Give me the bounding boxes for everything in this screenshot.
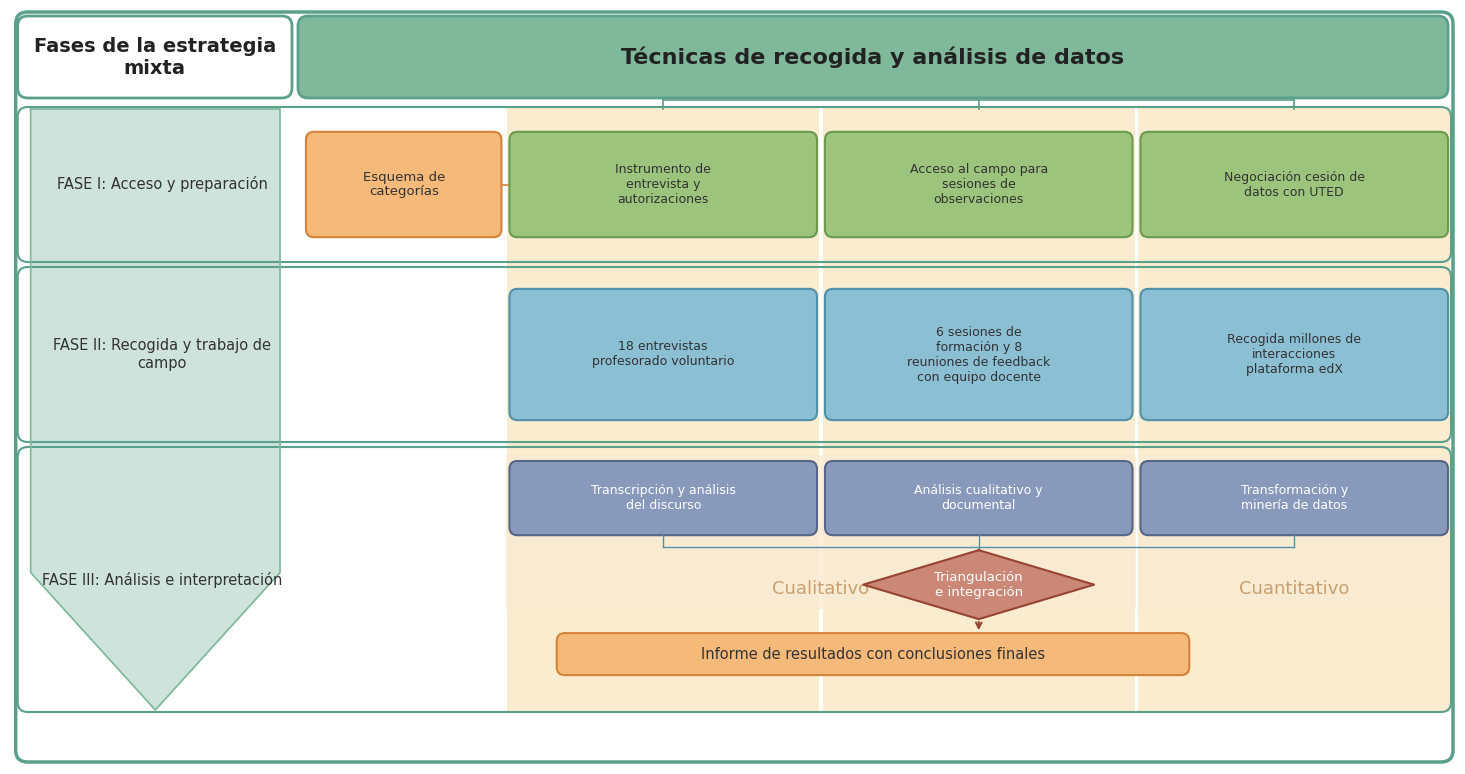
Polygon shape: [31, 109, 280, 710]
Bar: [507, 455, 1135, 608]
Bar: [507, 107, 819, 712]
Text: Cualitativo: Cualitativo: [772, 580, 870, 598]
FancyBboxPatch shape: [510, 289, 817, 420]
FancyBboxPatch shape: [510, 461, 817, 535]
FancyBboxPatch shape: [825, 132, 1132, 237]
Text: Triangulación
e integración: Triangulación e integración: [935, 570, 1023, 598]
Text: Esquema de
categorías: Esquema de categorías: [362, 170, 445, 198]
Text: Acceso al campo para
sesiones de
observaciones: Acceso al campo para sesiones de observa…: [910, 163, 1047, 206]
FancyBboxPatch shape: [1140, 289, 1447, 420]
FancyBboxPatch shape: [510, 132, 817, 237]
Text: Instrumento de
entrevista y
autorizaciones: Instrumento de entrevista y autorizacion…: [615, 163, 711, 206]
Text: FASE III: Análisis e interpretación: FASE III: Análisis e interpretación: [42, 571, 283, 587]
FancyBboxPatch shape: [297, 16, 1447, 98]
Text: Fases de la estrategia
mixta: Fases de la estrategia mixta: [34, 36, 275, 77]
Text: Negociación cesión de
datos con UTED: Negociación cesión de datos con UTED: [1223, 170, 1365, 198]
FancyBboxPatch shape: [16, 12, 1453, 762]
Text: Recogida millones de
interacciones
plataforma edX: Recogida millones de interacciones plata…: [1228, 333, 1361, 376]
Text: Análisis cualitativo y
documental: Análisis cualitativo y documental: [914, 484, 1043, 512]
FancyBboxPatch shape: [18, 16, 292, 98]
Text: Transformación y
minería de datos: Transformación y minería de datos: [1241, 484, 1348, 512]
FancyBboxPatch shape: [825, 461, 1132, 535]
Text: FASE II: Recogida y trabajo de
campo: FASE II: Recogida y trabajo de campo: [53, 338, 271, 371]
Text: Informe de resultados con conclusiones finales: Informe de resultados con conclusiones f…: [700, 646, 1045, 662]
Polygon shape: [863, 550, 1094, 619]
FancyBboxPatch shape: [1140, 461, 1447, 535]
Bar: [1138, 107, 1450, 712]
FancyBboxPatch shape: [557, 633, 1190, 675]
FancyBboxPatch shape: [306, 132, 501, 237]
Text: Transcripción y análisis
del discurso: Transcripción y análisis del discurso: [590, 484, 735, 512]
FancyBboxPatch shape: [1140, 132, 1447, 237]
Text: 18 entrevistas
profesorado voluntario: 18 entrevistas profesorado voluntario: [592, 341, 734, 368]
Bar: [1137, 455, 1450, 608]
FancyBboxPatch shape: [825, 289, 1132, 420]
Text: Cuantitativo: Cuantitativo: [1239, 580, 1349, 598]
Bar: [823, 107, 1134, 712]
Text: FASE I: Acceso y preparación: FASE I: Acceso y preparación: [57, 176, 268, 193]
Text: 6 sesiones de
formación y 8
reuniones de feedback
con equipo docente: 6 sesiones de formación y 8 reuniones de…: [907, 326, 1050, 383]
Text: Técnicas de recogida y análisis de datos: Técnicas de recogida y análisis de datos: [621, 46, 1125, 68]
